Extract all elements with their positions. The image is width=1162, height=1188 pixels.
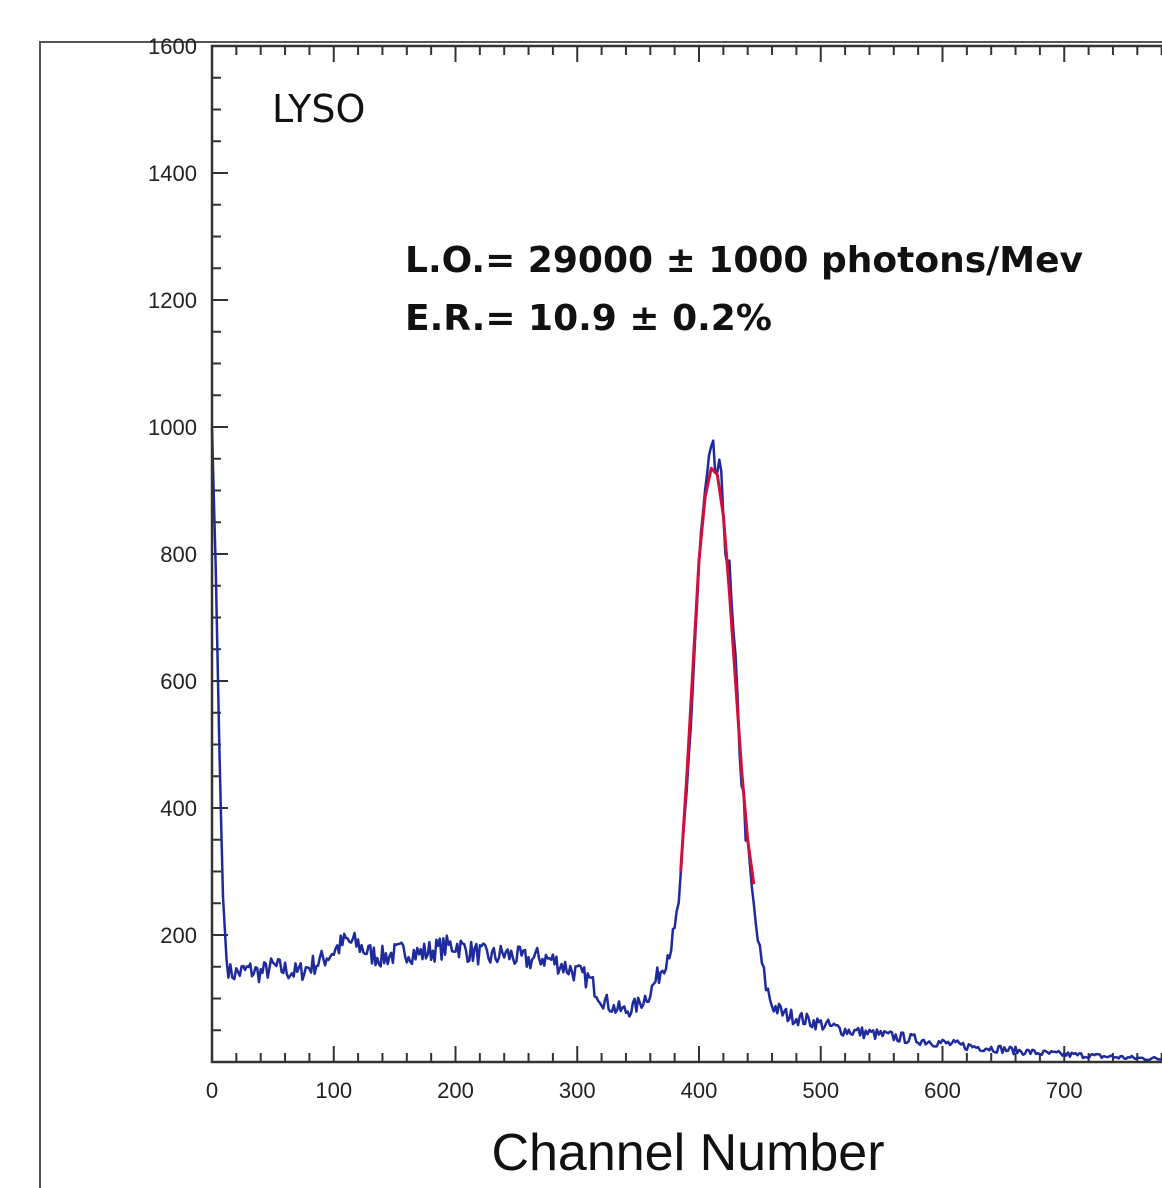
x-tick-label: 200 [437, 1078, 474, 1103]
x-tick-label: 300 [559, 1078, 596, 1103]
x-axis-label: Channel Number [491, 1124, 884, 1182]
y-tick-label: 800 [160, 542, 197, 567]
x-tick-label: 400 [681, 1078, 718, 1103]
spectrum-line [210, 426, 1162, 1062]
x-tick-label: 100 [315, 1078, 352, 1103]
data-layer [210, 426, 1162, 1062]
y-tick-label: 1400 [148, 161, 197, 186]
annotation-light-output: L.O.= 29000 ± 1000 photons/Mev [405, 240, 1083, 281]
chart-title: LYSO [272, 87, 365, 131]
y-tick-label: 400 [160, 796, 197, 821]
plot-area-border [210, 44, 1162, 1064]
grid-ticks: 0100200300400500600700802004006008001000… [148, 34, 1162, 1103]
y-tick-label: 1000 [148, 415, 197, 440]
outer-frame [39, 41, 1162, 1188]
gaussian-fit-line [679, 466, 756, 885]
y-tick-label: 1200 [148, 288, 197, 313]
annotation-energy-resolution: E.R.= 10.9 ± 0.2% [405, 298, 772, 339]
x-tick-label: 0 [206, 1078, 218, 1103]
y-tick-label: 600 [160, 669, 197, 694]
y-tick-label: 1600 [148, 34, 197, 59]
x-tick-label: 500 [802, 1078, 839, 1103]
y-tick-label: 200 [160, 923, 197, 948]
x-tick-label: 700 [1046, 1078, 1083, 1103]
x-tick-label: 600 [924, 1078, 961, 1103]
